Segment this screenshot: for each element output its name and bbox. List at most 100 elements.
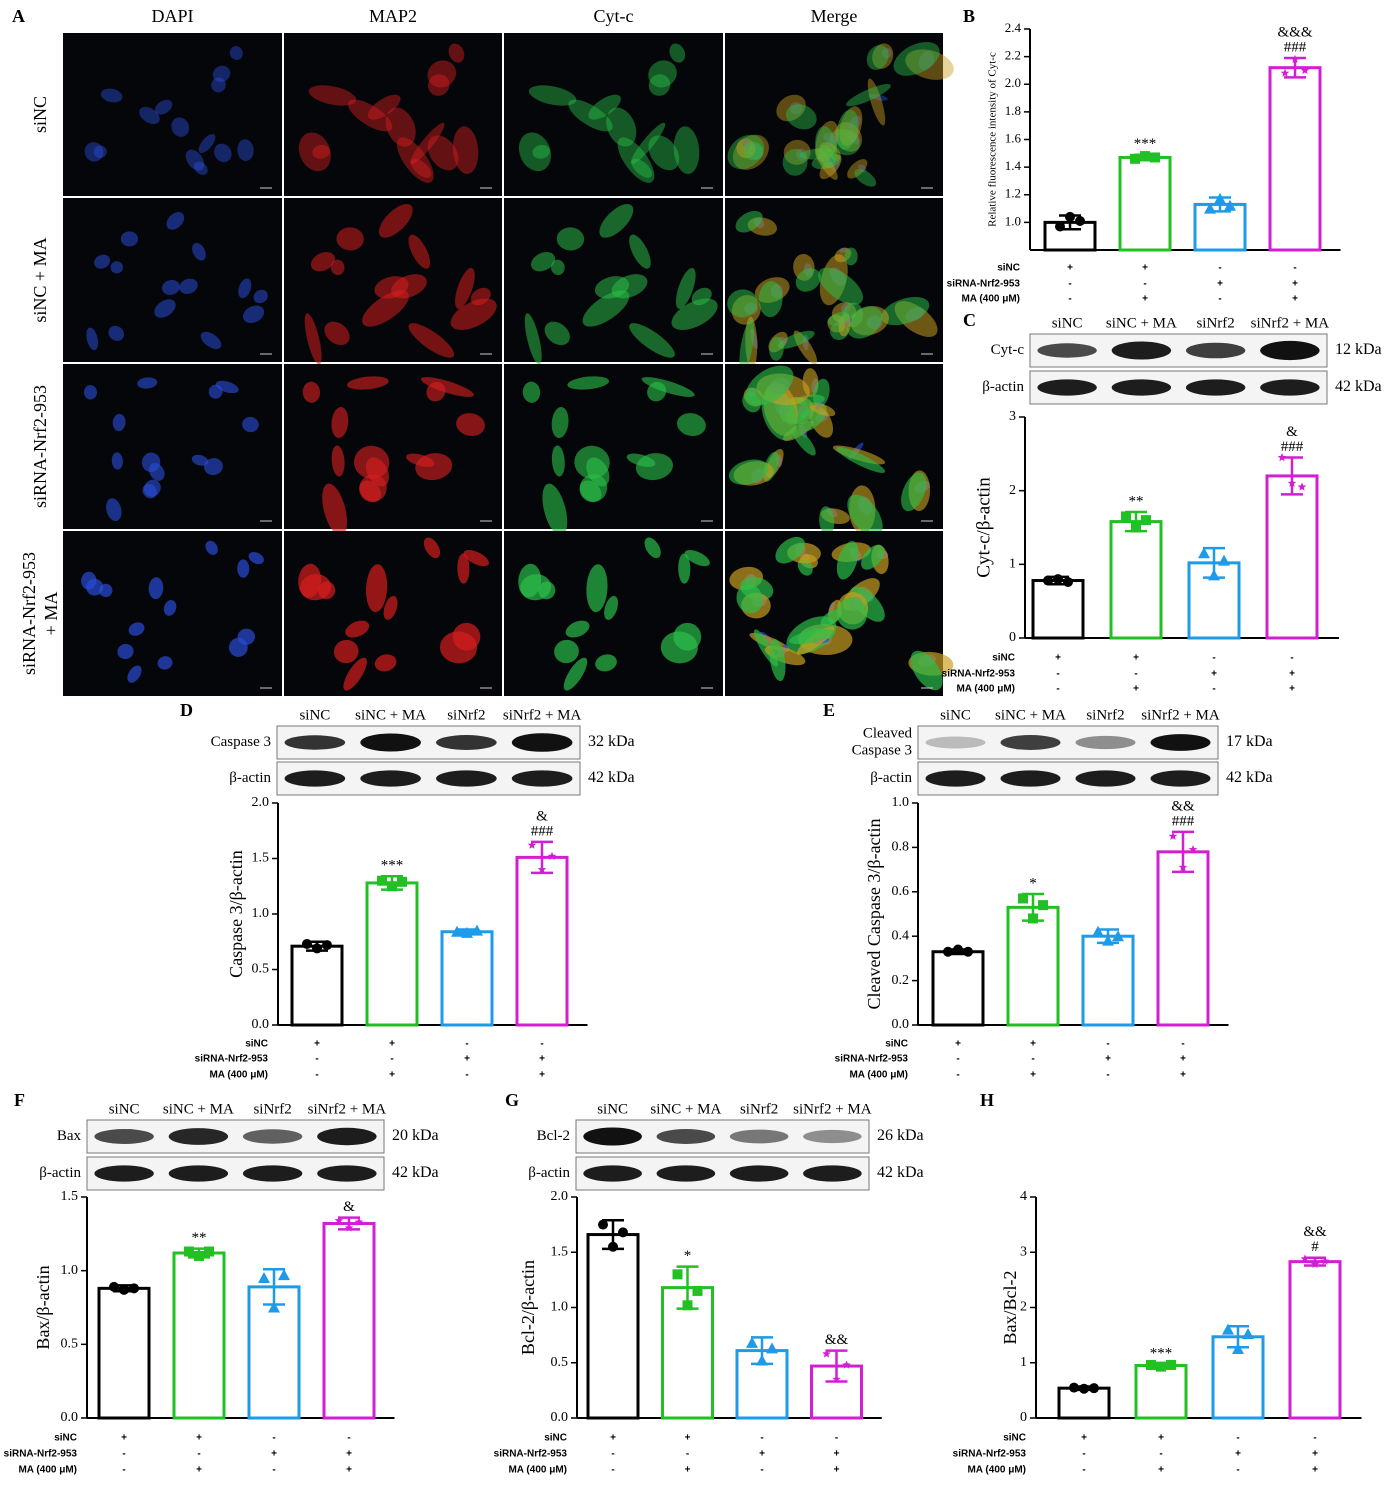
data-point <box>537 865 547 874</box>
blot-band <box>242 1165 303 1182</box>
micrograph <box>504 33 723 196</box>
condition-sign: - <box>1313 1433 1316 1444</box>
row-label: siRNA-Nrf2-953 + MA <box>19 552 61 675</box>
cell <box>318 581 336 600</box>
cell <box>745 365 794 406</box>
cell <box>819 142 841 162</box>
cell <box>675 267 696 309</box>
condition-name: siNC <box>1003 1433 1026 1444</box>
cell <box>298 132 331 172</box>
condition-sign: + <box>1067 263 1073 274</box>
blot-band <box>284 735 346 750</box>
condition-sign: - <box>197 1449 200 1460</box>
cell <box>848 115 862 131</box>
cell <box>324 321 350 346</box>
data-point <box>397 876 407 887</box>
bar <box>1031 579 1085 640</box>
condition-sign: + <box>1142 263 1148 274</box>
blot-band <box>1000 770 1061 787</box>
cell <box>847 494 883 537</box>
blot-band <box>94 1165 154 1182</box>
cell <box>463 549 489 567</box>
cell <box>108 325 125 341</box>
bar <box>515 855 569 1027</box>
condition-sign: - <box>315 1054 318 1065</box>
condition-name: siNC <box>997 263 1020 274</box>
kda-label: 20 kDa <box>392 1127 439 1144</box>
condition-sign: - <box>1068 279 1071 290</box>
blot-band <box>1111 379 1172 396</box>
cell <box>426 381 446 402</box>
blot-row-label: β-actin <box>982 379 1024 395</box>
blot-band <box>656 1129 716 1144</box>
condition-sign: + <box>196 1433 202 1444</box>
cell <box>367 94 401 120</box>
cell <box>161 279 180 295</box>
significance-label: && <box>1303 1224 1327 1240</box>
bar <box>1109 520 1163 640</box>
cell <box>836 446 886 473</box>
cell <box>630 122 666 165</box>
condition-name: siRNA-Nrf2-953 <box>942 669 1016 680</box>
cell <box>237 559 250 578</box>
condition-sign: - <box>465 1070 468 1081</box>
cell <box>192 242 206 261</box>
cell <box>635 453 673 481</box>
cell <box>359 474 387 503</box>
panel-letter: H <box>980 1090 994 1110</box>
data-point <box>1053 574 1063 585</box>
condition-sign: + <box>539 1054 545 1065</box>
data-point <box>1150 152 1160 163</box>
cell <box>795 268 821 292</box>
lane-label: siNrf2 <box>1086 707 1124 723</box>
y-tick-label: 0.6 <box>892 884 910 899</box>
data-point <box>1131 522 1141 533</box>
data-point <box>184 1246 194 1257</box>
cell <box>538 581 556 600</box>
cell <box>551 406 569 439</box>
cell <box>758 281 783 318</box>
blot-band <box>284 770 346 787</box>
data-point <box>1055 221 1065 232</box>
column-header: Merge <box>811 6 858 26</box>
lane-label: siNrf2 + MA <box>1141 707 1220 723</box>
data-point <box>1224 199 1236 211</box>
cell <box>644 537 661 559</box>
y-tick-label: 1.0 <box>551 1300 569 1315</box>
blot-band <box>317 1165 377 1182</box>
cell <box>910 650 943 691</box>
cell <box>448 43 465 63</box>
condition-sign: + <box>1133 653 1139 664</box>
cell <box>648 60 677 88</box>
condition-name: siRNA-Nrf2-953 <box>195 1054 269 1065</box>
cell <box>905 49 954 80</box>
condition-name: MA (400 μM) <box>956 684 1015 695</box>
cell <box>470 287 491 306</box>
cell <box>775 536 805 564</box>
cell <box>83 384 98 400</box>
y-axis-label: Bax/β-actin <box>33 1265 53 1349</box>
data-point <box>1300 1254 1310 1263</box>
panel-letter: G <box>505 1090 519 1110</box>
cell <box>212 65 231 83</box>
significance-label: *** <box>381 858 404 874</box>
cell <box>193 161 208 175</box>
cell <box>198 133 216 154</box>
cell <box>237 628 256 645</box>
cell <box>893 41 940 76</box>
cell <box>248 552 264 565</box>
data-point <box>1287 478 1297 487</box>
kda-label: 42 kDa <box>392 1164 439 1181</box>
blot-row-label: β-actin <box>39 1165 81 1181</box>
cell <box>155 99 173 115</box>
cell <box>727 134 765 170</box>
data-point <box>822 1349 831 1358</box>
y-tick-label: 0 <box>1009 630 1016 645</box>
cell <box>345 620 370 638</box>
cell <box>673 622 702 651</box>
cell <box>86 327 99 351</box>
blot-band <box>729 1129 789 1144</box>
lane-label: siNrf2 <box>740 1101 778 1117</box>
data-point <box>1075 215 1085 226</box>
lane-label: siNC + MA <box>163 1101 234 1117</box>
